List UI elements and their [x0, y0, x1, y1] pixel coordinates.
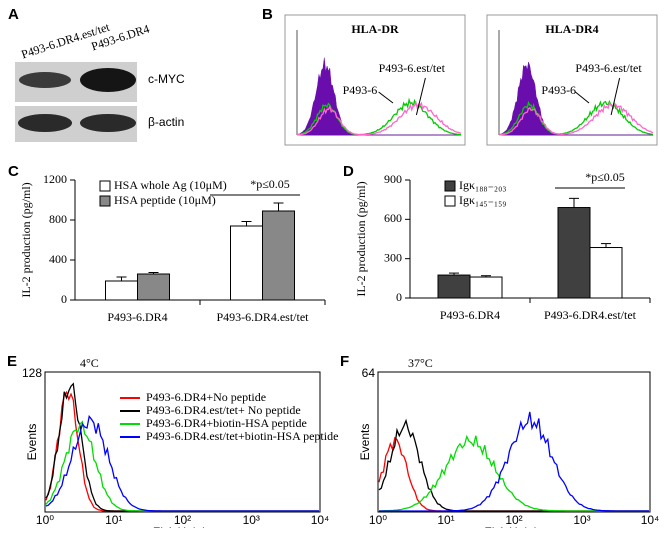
x-tick-label: 10⁴	[641, 513, 660, 527]
condition: 37°C	[408, 356, 433, 370]
legend-label: P493-6.DR4.est/tet+ No peptide	[146, 403, 301, 417]
curve-label: P493-6	[343, 83, 378, 97]
bar	[589, 247, 623, 299]
arrow	[378, 91, 394, 104]
blot-band	[19, 72, 71, 88]
histogram-line	[296, 97, 462, 136]
x-tick-label: 10⁰	[36, 513, 54, 527]
blot-band	[80, 68, 136, 92]
band-label: β-actin	[148, 115, 184, 129]
histogram-line	[499, 101, 654, 136]
panel-letter: B	[262, 6, 273, 23]
y-top-label: 128	[22, 366, 42, 380]
bar	[262, 210, 295, 301]
band-label: c-MYC	[148, 72, 185, 86]
plot-frame	[377, 371, 651, 513]
x-tick-label: 10³	[573, 513, 590, 527]
panel-letter: F	[340, 353, 349, 370]
y-tick-label: 800	[49, 212, 67, 226]
y-tick-label: 300	[384, 250, 402, 264]
legend-swatch	[99, 195, 111, 207]
y-tick-label: 0	[396, 290, 402, 304]
plot-frame	[44, 371, 321, 513]
blot-band	[18, 114, 72, 132]
x-tick-label: P493-6.DR4	[107, 310, 167, 324]
x-tick-label: P493-6.DR4.est/tet	[217, 310, 310, 324]
legend-swatch	[444, 180, 456, 192]
histogram-line	[498, 99, 654, 136]
y-tick-label: 600	[384, 211, 402, 225]
histogram-line	[296, 100, 462, 136]
y-axis-label: IL-2 production (pg/ml)	[19, 182, 33, 297]
legend-label: P493-6.DR4+biotin-HSA peptide	[146, 416, 307, 430]
legend-label: P493-6.DR4.est/tet+biotin-HSA peptide	[146, 429, 338, 443]
bar	[557, 207, 591, 299]
y-tick-label: 900	[384, 172, 402, 186]
legend-label: Igκ₁₄₅₋₁₅₉	[459, 193, 506, 207]
curve-label: P493-6	[541, 83, 576, 97]
y-axis-label: Events	[25, 424, 39, 461]
panel-letter: E	[7, 353, 17, 370]
flow-title: HLA-DR	[351, 22, 399, 36]
arrow	[610, 77, 621, 116]
legend-swatch	[444, 195, 456, 207]
panel-letter: C	[8, 163, 19, 180]
flow-title: HLA-DR4	[545, 22, 598, 36]
legend-label: HSA whole Ag (10μM)	[114, 178, 227, 192]
x-tick-label: P493-6.DR4	[440, 308, 500, 322]
y-axis-label: IL-2 production (pg/ml)	[354, 181, 368, 296]
histogram-line	[45, 414, 319, 512]
panel-letter: A	[8, 6, 19, 23]
bar	[230, 225, 263, 301]
annotation: *p≤0.05	[250, 177, 290, 191]
y-tick-label: 400	[49, 252, 67, 266]
x-tick-label: 10¹	[437, 513, 454, 527]
x-tick-label: 10⁰	[369, 513, 387, 527]
y-axis-label: Events	[358, 424, 372, 461]
curve-label: P493-6.est/tet	[379, 61, 446, 75]
curve-label: P493-6.est/tet	[575, 61, 642, 75]
x-tick-label: 10²	[505, 513, 522, 527]
annotation: *p≤0.05	[585, 170, 625, 184]
bar	[437, 274, 471, 299]
legend-label: P493-6.DR4+No peptide	[146, 390, 266, 404]
y-top-label: 64	[362, 366, 376, 380]
bar	[469, 276, 503, 299]
histogram-line	[379, 434, 649, 512]
panel-letter: D	[343, 163, 354, 180]
x-tick-label: 10¹	[105, 513, 122, 527]
legend-label: HSA peptide (10μM)	[114, 193, 216, 207]
bar	[105, 280, 138, 301]
blot-band	[80, 114, 136, 132]
histogram-line	[379, 411, 649, 512]
x-tick-label: 10⁴	[311, 513, 330, 527]
y-tick-label: 0	[61, 292, 67, 306]
bar	[137, 273, 170, 301]
x-tick-label: 10²	[174, 513, 191, 527]
arrow	[575, 91, 590, 104]
histogram-line	[378, 418, 649, 512]
histogram-fill	[296, 57, 461, 136]
legend-label: Igκ₁₈₈₋₂₀₃	[459, 178, 506, 192]
legend-swatch	[99, 180, 111, 192]
x-tick-label: P493-6.DR4.est/tet	[544, 308, 637, 322]
arrow	[415, 77, 426, 116]
x-tick-label: 10³	[243, 513, 260, 527]
y-tick-label: 1200	[43, 172, 67, 186]
condition: 4°C	[80, 356, 99, 370]
histogram-line	[378, 436, 649, 512]
